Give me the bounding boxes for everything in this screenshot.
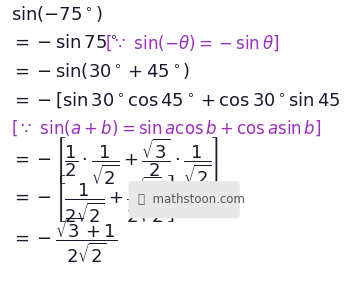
Text: $\sin(-75^\circ)$: $\sin(-75^\circ)$	[11, 4, 103, 24]
FancyBboxPatch shape	[129, 181, 240, 218]
Text: $[\because\ \sin(a+b) = \sin a\cos b + \cos a\sin b]$: $[\because\ \sin(a+b) = \sin a\cos b + \…	[11, 119, 322, 138]
Text: $= -[\sin 30^\circ \cos 45^\circ + \cos 30^\circ \sin 45^\circ]$: $= -[\sin 30^\circ \cos 45^\circ + \cos …	[11, 90, 344, 109]
Text: 🔒  mathstoon.com: 🔒 mathstoon.com	[139, 193, 245, 206]
Text: $= -\left[\dfrac{1}{2}\cdot\dfrac{1}{\sqrt{2}} + \dfrac{\sqrt{3}}{2}\cdot\dfrac{: $= -\left[\dfrac{1}{2}\cdot\dfrac{1}{\sq…	[11, 136, 219, 187]
Text: $= -\sin(30^\circ + 45^\circ)$: $= -\sin(30^\circ + 45^\circ)$	[11, 61, 191, 81]
Text: $= -\sin 75^\circ$: $= -\sin 75^\circ$	[11, 34, 118, 52]
Text: $[\because\ \sin(-\theta) = -\sin\theta]$: $[\because\ \sin(-\theta) = -\sin\theta]…	[105, 33, 280, 52]
Text: $= -\dfrac{\sqrt{3}+1}{2\sqrt{2}}$: $= -\dfrac{\sqrt{3}+1}{2\sqrt{2}}$	[11, 215, 117, 264]
Text: $= -\left[\dfrac{1}{2\sqrt{2}} + \dfrac{\sqrt{3}}{2\sqrt{2}}\right]$: $= -\left[\dfrac{1}{2\sqrt{2}} + \dfrac{…	[11, 174, 175, 225]
